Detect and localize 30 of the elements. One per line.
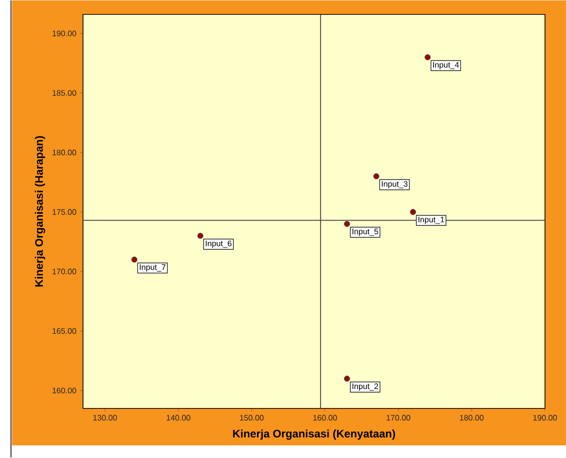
annotation: Input_7: [140, 264, 166, 272]
point: [197, 232, 204, 239]
point: [131, 256, 138, 263]
point: [344, 376, 350, 382]
annotation: Input_2: [352, 384, 378, 391]
annotation: Input_4: [433, 62, 459, 70]
y-tick-label: 170.00: [52, 268, 76, 274]
annotation: Input_3: [382, 181, 408, 188]
y-tick-label: 180.00: [52, 150, 76, 156]
x-tick-label: 190.00: [533, 415, 557, 421]
x-tick-label: 140.00: [166, 415, 190, 421]
annotation: Input_1: [418, 216, 444, 224]
y-tick-label: 175.00: [52, 209, 76, 215]
x-tick-label: 160.00: [313, 415, 337, 421]
annotation: Input_6: [206, 240, 232, 248]
y-tick-label: 190.00: [52, 30, 76, 36]
point: [373, 173, 380, 180]
point: [344, 220, 350, 227]
point: [410, 209, 416, 216]
y-tick-label: 165.00: [52, 328, 76, 334]
point: [424, 54, 431, 60]
y-tick-label: 160.00: [52, 388, 76, 394]
x-tick-label: 170.00: [386, 415, 410, 421]
x-tick-label: 150.00: [240, 415, 264, 421]
annotation: Input_5: [352, 228, 378, 236]
x-axis-title: Kinerja Organisasi (Kenyataan): [233, 430, 396, 440]
x-tick-label: 130.00: [93, 415, 117, 421]
x-tick-label: 180.00: [460, 415, 484, 421]
y-axis-title: Kinerja Organisasi (Harapan): [34, 136, 46, 287]
y-tick-label: 185.00: [52, 90, 76, 96]
